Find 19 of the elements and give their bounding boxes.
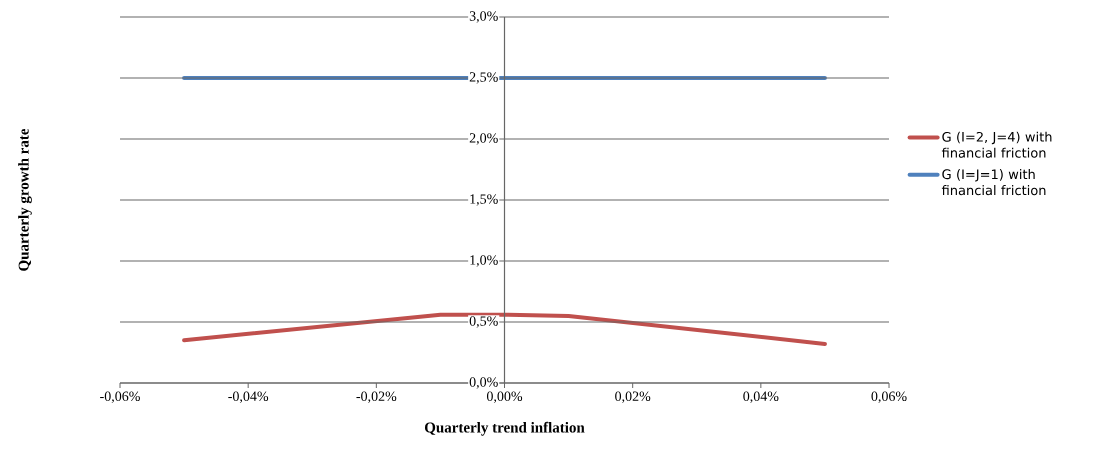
legend-label: G (I=J=1) with financial friction <box>941 169 1046 196</box>
x-tick-label: 0,02% <box>615 391 651 403</box>
x-tick-label: 0,04% <box>743 391 779 403</box>
x-tick-label: -0,06% <box>100 391 140 403</box>
x-tick-label: 0,00% <box>486 391 523 403</box>
x-tick-label: -0,02% <box>356 391 397 403</box>
x-axis-title: Quarterly trend inflation <box>424 421 585 436</box>
y-tick-label: 2,5% <box>469 72 498 84</box>
legend-label: G (I=2, J=4) with financial friction <box>941 131 1052 158</box>
line-series <box>182 312 827 346</box>
y-tick-label: 2,0% <box>469 133 498 145</box>
y-tick-label: 1,5% <box>470 194 498 206</box>
y-tick-label: 0,0% <box>469 377 498 389</box>
x-tick-label: 0,06% <box>871 391 907 403</box>
y-tick-label: 3,0% <box>469 11 498 23</box>
x-tick-label: -0,04% <box>228 391 269 403</box>
y-tick-label: 1,0% <box>470 255 498 267</box>
y-tick-label: 0,5% <box>469 316 498 328</box>
y-axis-title: Quarterly growth rate <box>18 128 32 271</box>
